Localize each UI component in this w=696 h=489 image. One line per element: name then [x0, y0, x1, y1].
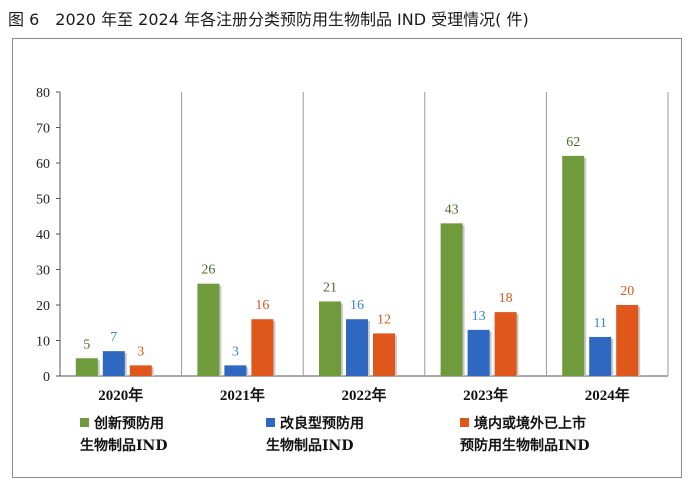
bar: [251, 319, 274, 376]
legend-item-innovative: 创新预防用 生物制品IND: [80, 413, 168, 457]
data-label: 7: [110, 330, 117, 345]
legend-item-marketed: 境内或境外已上市 预防用生物制品IND: [460, 413, 590, 457]
data-label: 20: [620, 284, 634, 299]
x-category-label: 2023年: [463, 386, 508, 404]
bar: [373, 333, 395, 376]
x-category-label: 2022年: [341, 386, 386, 404]
bar: [589, 336, 612, 376]
legend-label-line2: 生物制品IND: [80, 438, 168, 454]
bar: [616, 305, 639, 376]
legend-label-line1: 创新预防用: [94, 416, 164, 432]
data-label: 5: [83, 337, 90, 352]
legend-label-line1: 改良型预防用: [280, 416, 364, 432]
data-label: 62: [566, 135, 580, 150]
bar: [467, 329, 490, 376]
legend-swatch-improved: [266, 418, 275, 427]
y-tick-label: 0: [43, 370, 50, 385]
bar: [494, 312, 517, 376]
data-label: 21: [323, 280, 337, 295]
figure-title: 图 6 2020 年至 2024 年各注册分类预防用生物制品 IND 受理情况(…: [8, 10, 529, 29]
data-label: 3: [232, 344, 239, 359]
legend-label-line1: 境内或境外已上市: [474, 416, 586, 432]
bar: [197, 283, 220, 376]
bar: [224, 365, 247, 376]
bar: [102, 351, 125, 376]
y-tick-label: 80: [36, 86, 50, 101]
data-label: 12: [377, 312, 391, 327]
data-label: 26: [201, 263, 215, 278]
y-tick-label: 40: [36, 228, 50, 243]
legend-swatch-marketed: [460, 418, 469, 427]
y-tick-label: 10: [36, 335, 50, 350]
bar: [346, 319, 368, 376]
bar: [319, 301, 341, 376]
y-tick-label: 20: [36, 299, 50, 314]
data-label: 18: [499, 291, 513, 306]
bar: [440, 223, 463, 376]
legend-label-line2: 预防用生物制品IND: [460, 438, 590, 454]
y-tick-label: 70: [36, 122, 50, 137]
bar: [562, 155, 585, 376]
data-label: 16: [255, 298, 269, 313]
legend-label-line2: 生物制品IND: [266, 438, 354, 454]
data-label: 11: [593, 316, 606, 331]
data-label: 3: [137, 344, 144, 359]
x-category-label: 2020年: [98, 386, 143, 404]
y-tick-label: 60: [36, 157, 50, 172]
bar: [129, 365, 152, 376]
legend-swatch-innovative: [80, 418, 89, 427]
x-category-label: 2024年: [585, 386, 630, 404]
data-label: 13: [472, 309, 486, 324]
y-tick-label: 30: [36, 264, 50, 279]
data-label: 16: [350, 298, 364, 313]
data-label: 43: [445, 202, 459, 217]
x-category-label: 2021年: [220, 386, 265, 404]
y-tick-label: 50: [36, 193, 50, 208]
legend-item-improved: 改良型预防用 生物制品IND: [266, 413, 364, 457]
bar: [75, 358, 98, 376]
